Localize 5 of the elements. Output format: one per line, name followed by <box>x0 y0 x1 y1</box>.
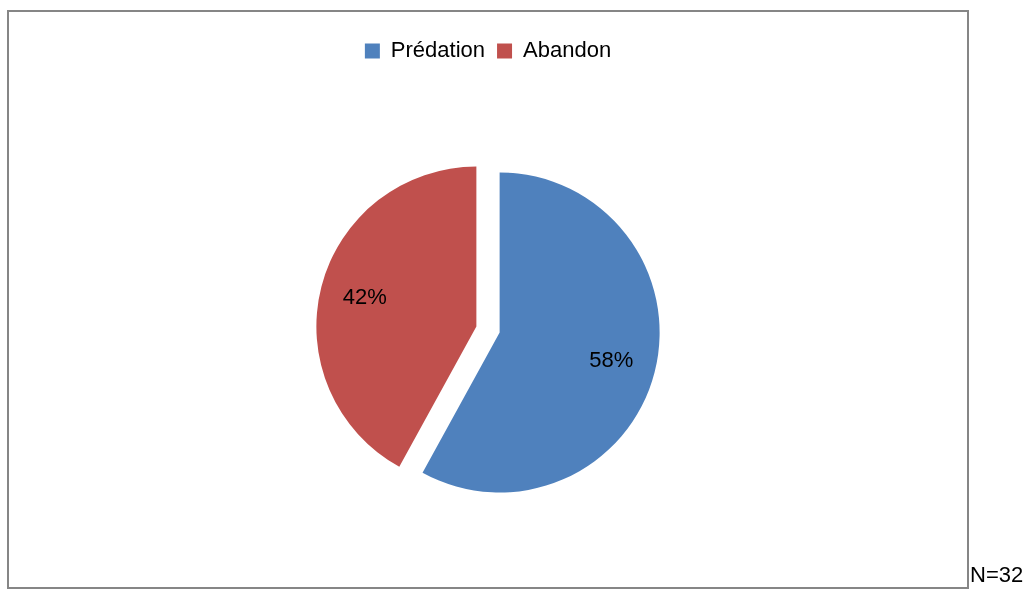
data-label: 58% <box>589 347 634 373</box>
legend-label: Abandon <box>523 37 612 63</box>
legend-label: Prédation <box>390 37 486 63</box>
data-label: 42% <box>342 283 387 309</box>
text: N=32 <box>970 562 1024 588</box>
